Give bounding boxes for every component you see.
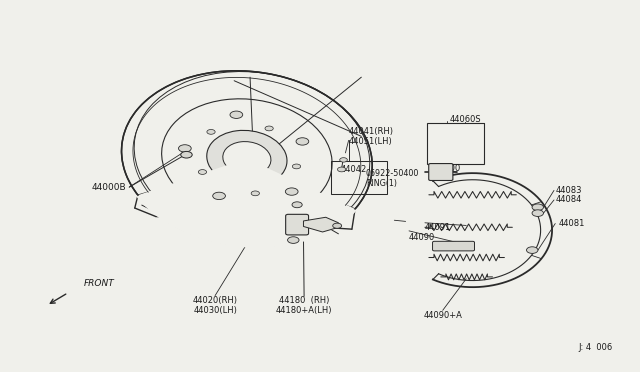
Ellipse shape xyxy=(296,138,308,145)
FancyBboxPatch shape xyxy=(285,214,308,235)
Text: 44081: 44081 xyxy=(559,219,585,228)
Ellipse shape xyxy=(180,151,192,158)
Text: 44180  (RH)
44180+A(LH): 44180 (RH) 44180+A(LH) xyxy=(276,296,332,315)
Ellipse shape xyxy=(337,167,346,172)
Text: 44083: 44083 xyxy=(556,186,582,195)
Text: 44041(RH)
44051(LH): 44041(RH) 44051(LH) xyxy=(349,126,394,146)
FancyBboxPatch shape xyxy=(429,164,453,180)
Text: 44000B: 44000B xyxy=(92,183,126,192)
Ellipse shape xyxy=(223,142,271,175)
Ellipse shape xyxy=(285,188,298,195)
Circle shape xyxy=(532,204,543,211)
Text: 44090: 44090 xyxy=(409,233,435,242)
Ellipse shape xyxy=(212,192,225,199)
Circle shape xyxy=(333,223,342,228)
Circle shape xyxy=(287,237,299,243)
Ellipse shape xyxy=(292,164,301,169)
Text: 44060S: 44060S xyxy=(449,115,481,124)
Ellipse shape xyxy=(179,145,191,152)
FancyBboxPatch shape xyxy=(433,241,474,251)
Ellipse shape xyxy=(207,129,215,134)
Text: 44090+A: 44090+A xyxy=(423,311,462,320)
Text: 44042: 44042 xyxy=(341,165,367,174)
Ellipse shape xyxy=(207,130,287,186)
Polygon shape xyxy=(303,217,339,232)
Circle shape xyxy=(532,210,543,217)
Circle shape xyxy=(340,158,348,162)
Bar xyxy=(331,161,387,194)
Circle shape xyxy=(292,202,302,208)
Text: 06922-50400
RING(1): 06922-50400 RING(1) xyxy=(366,169,419,188)
Text: 44200: 44200 xyxy=(435,164,461,173)
Ellipse shape xyxy=(265,126,273,131)
Text: 44020(RH)
44030(LH): 44020(RH) 44030(LH) xyxy=(193,296,237,315)
Ellipse shape xyxy=(198,170,207,174)
Bar xyxy=(427,124,484,164)
Text: 44091: 44091 xyxy=(425,223,451,232)
Text: 44084: 44084 xyxy=(556,195,582,205)
Text: FRONT: FRONT xyxy=(83,279,114,288)
Text: J: 4  006: J: 4 006 xyxy=(578,343,612,352)
Circle shape xyxy=(527,247,538,253)
Ellipse shape xyxy=(251,191,259,196)
Ellipse shape xyxy=(230,111,243,118)
Polygon shape xyxy=(136,158,357,248)
